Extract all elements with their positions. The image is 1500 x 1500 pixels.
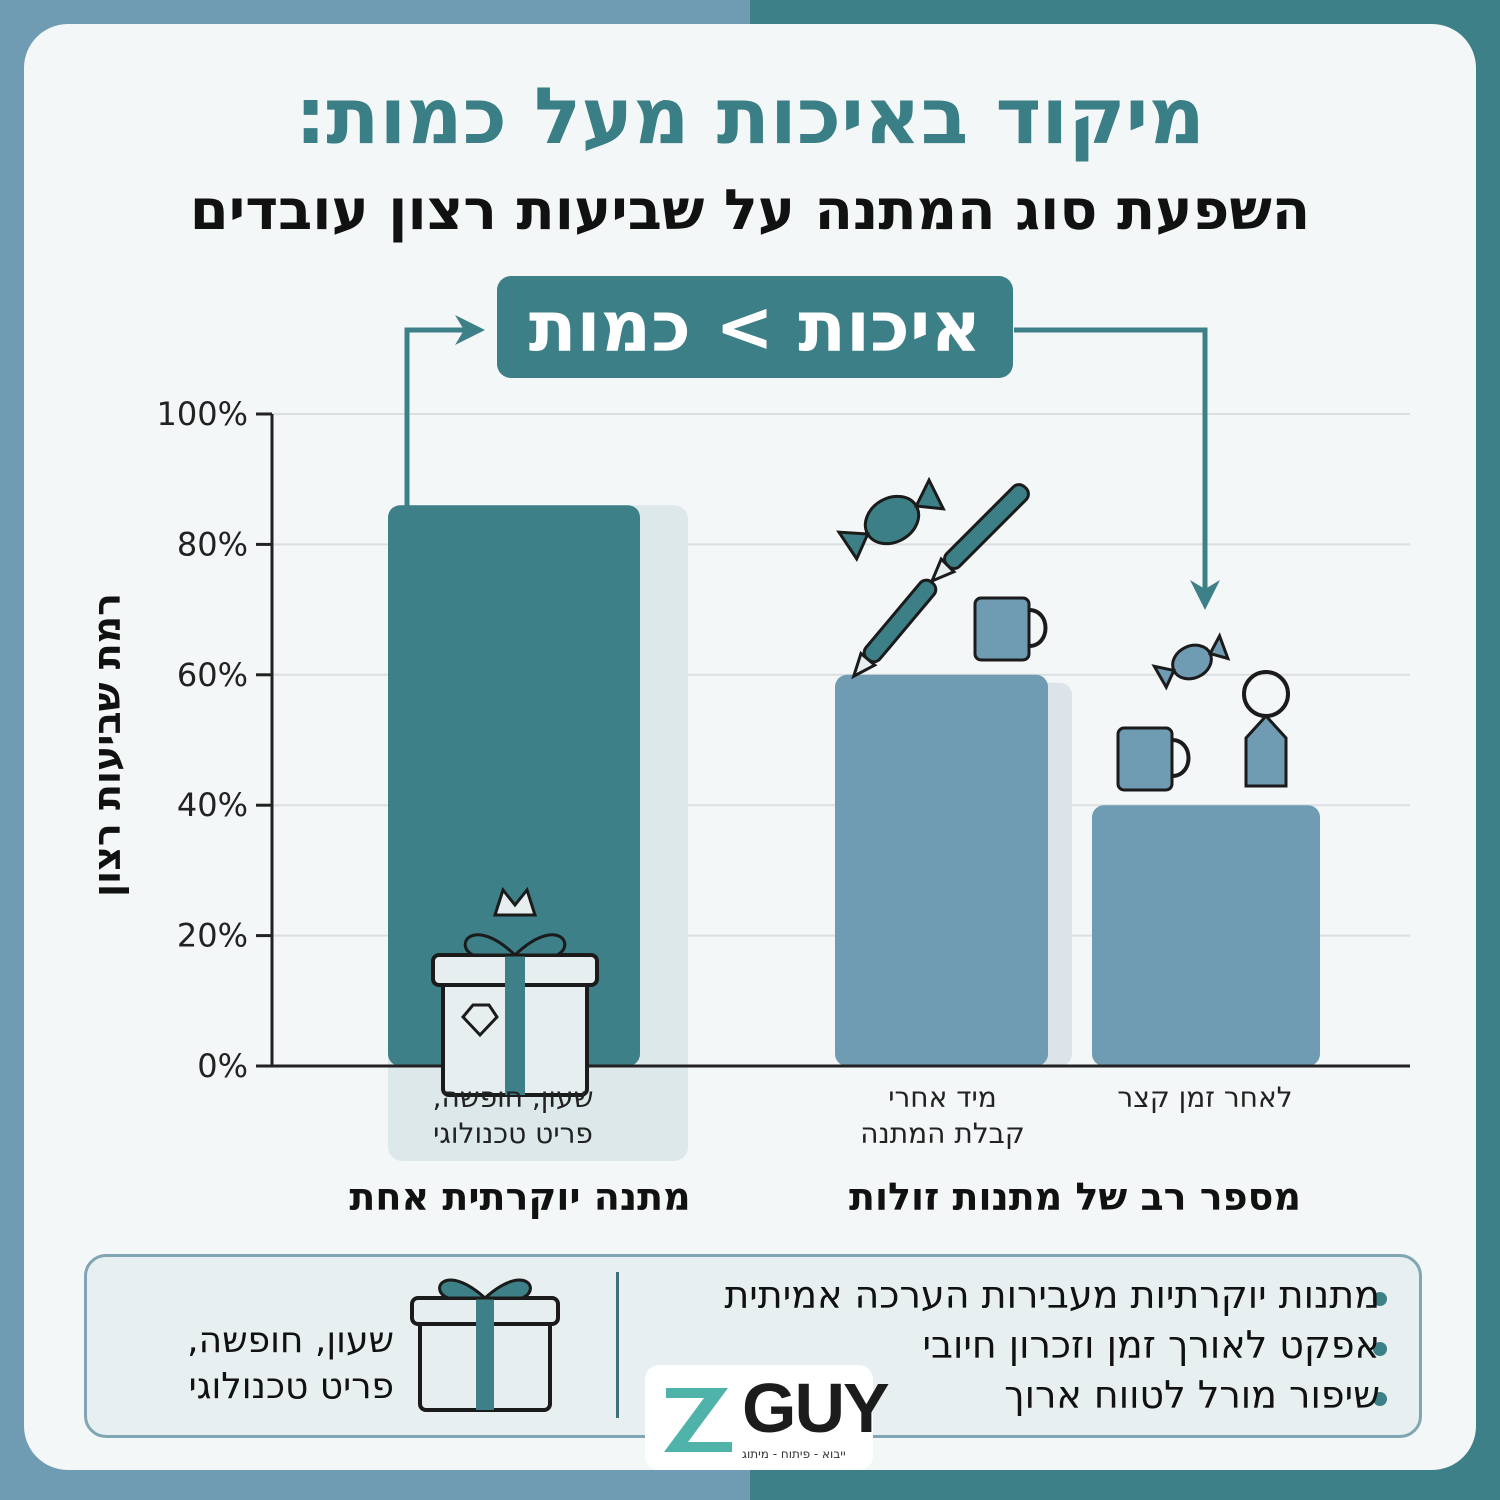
keychain-icon [1242,670,1290,788]
bullet-dot [1373,1342,1387,1356]
category-label-line: מיד אחרי [888,1081,997,1114]
gift-icon [410,1278,560,1412]
mug-icon [973,596,1048,662]
candy-icon [1151,632,1231,691]
candy-icon [836,476,946,562]
summary-bullet: מתנות יוקרתיות מעבירות הערכה אמיתית [724,1273,1380,1317]
summary-bullet: שיפור מורל לטווח ארוך [1004,1373,1380,1417]
y-tick-label: 60% [177,656,248,694]
chart-subtitle: השפעת סוג המתנה על שביעות רצון עובדים [189,178,1311,243]
logo-tagline: ייבוא - פיתוח - מיתוג [742,1447,846,1461]
summary-bullet: אפקט לאורך זמן וזכרון חיובי [922,1323,1380,1367]
y-tick-label: 80% [177,525,248,563]
y-tick-label: 100% [157,395,248,433]
bullet-dot [1373,1392,1387,1406]
category-label: מיד אחרי קבלת המתנה [835,1080,1050,1152]
logo [645,1365,873,1470]
y-tick-label: 20% [177,917,248,955]
bar [388,505,640,1066]
y-axis-label: רמת שביעות רצון [85,592,129,898]
category-label-line: שעון, חופשה, [432,1081,594,1114]
category-label-line: פריט טכנולוגי [433,1117,593,1150]
logo-text: GUY [742,1369,890,1447]
right-arrow-icon [1014,327,1220,610]
panel [24,24,1476,1470]
summary-gift-line: שעון, חופשה, [187,1320,394,1361]
gift-icon [431,886,599,1097]
mug-icon [1116,726,1191,792]
chart-title: מיקוד באיכות מעל כמות: [295,72,1205,162]
summary-divider [616,1272,619,1418]
group-label: מתנה יוקרתית אחת [349,1175,691,1219]
group-label: מספר רב של מתנות זולות [849,1175,1301,1219]
pen-icon [851,578,938,680]
summary-gift-line: פריט טכנולוגי [188,1366,394,1407]
category-label-line: לאחר זמן קצר [1117,1081,1293,1114]
callout-badge: איכות > כמות [497,276,1013,378]
bar [835,674,1048,1066]
pen-icon [929,483,1030,584]
bullet-dot [1373,1292,1387,1306]
bar [1092,805,1320,1066]
category-label-line: קבלת המתנה [860,1117,1025,1150]
y-tick-label: 0% [197,1047,248,1085]
category-label: לאחר זמן קצר [1090,1080,1320,1116]
logo-z-icon [664,1388,732,1452]
left-arrow-icon [404,315,485,508]
y-tick-label: 40% [177,786,248,824]
summary-gift-text: שעון, חופשה, פריט טכנולוגי [150,1318,394,1410]
category-label: שעון, חופשה, פריט טכנולוגי [388,1080,638,1152]
